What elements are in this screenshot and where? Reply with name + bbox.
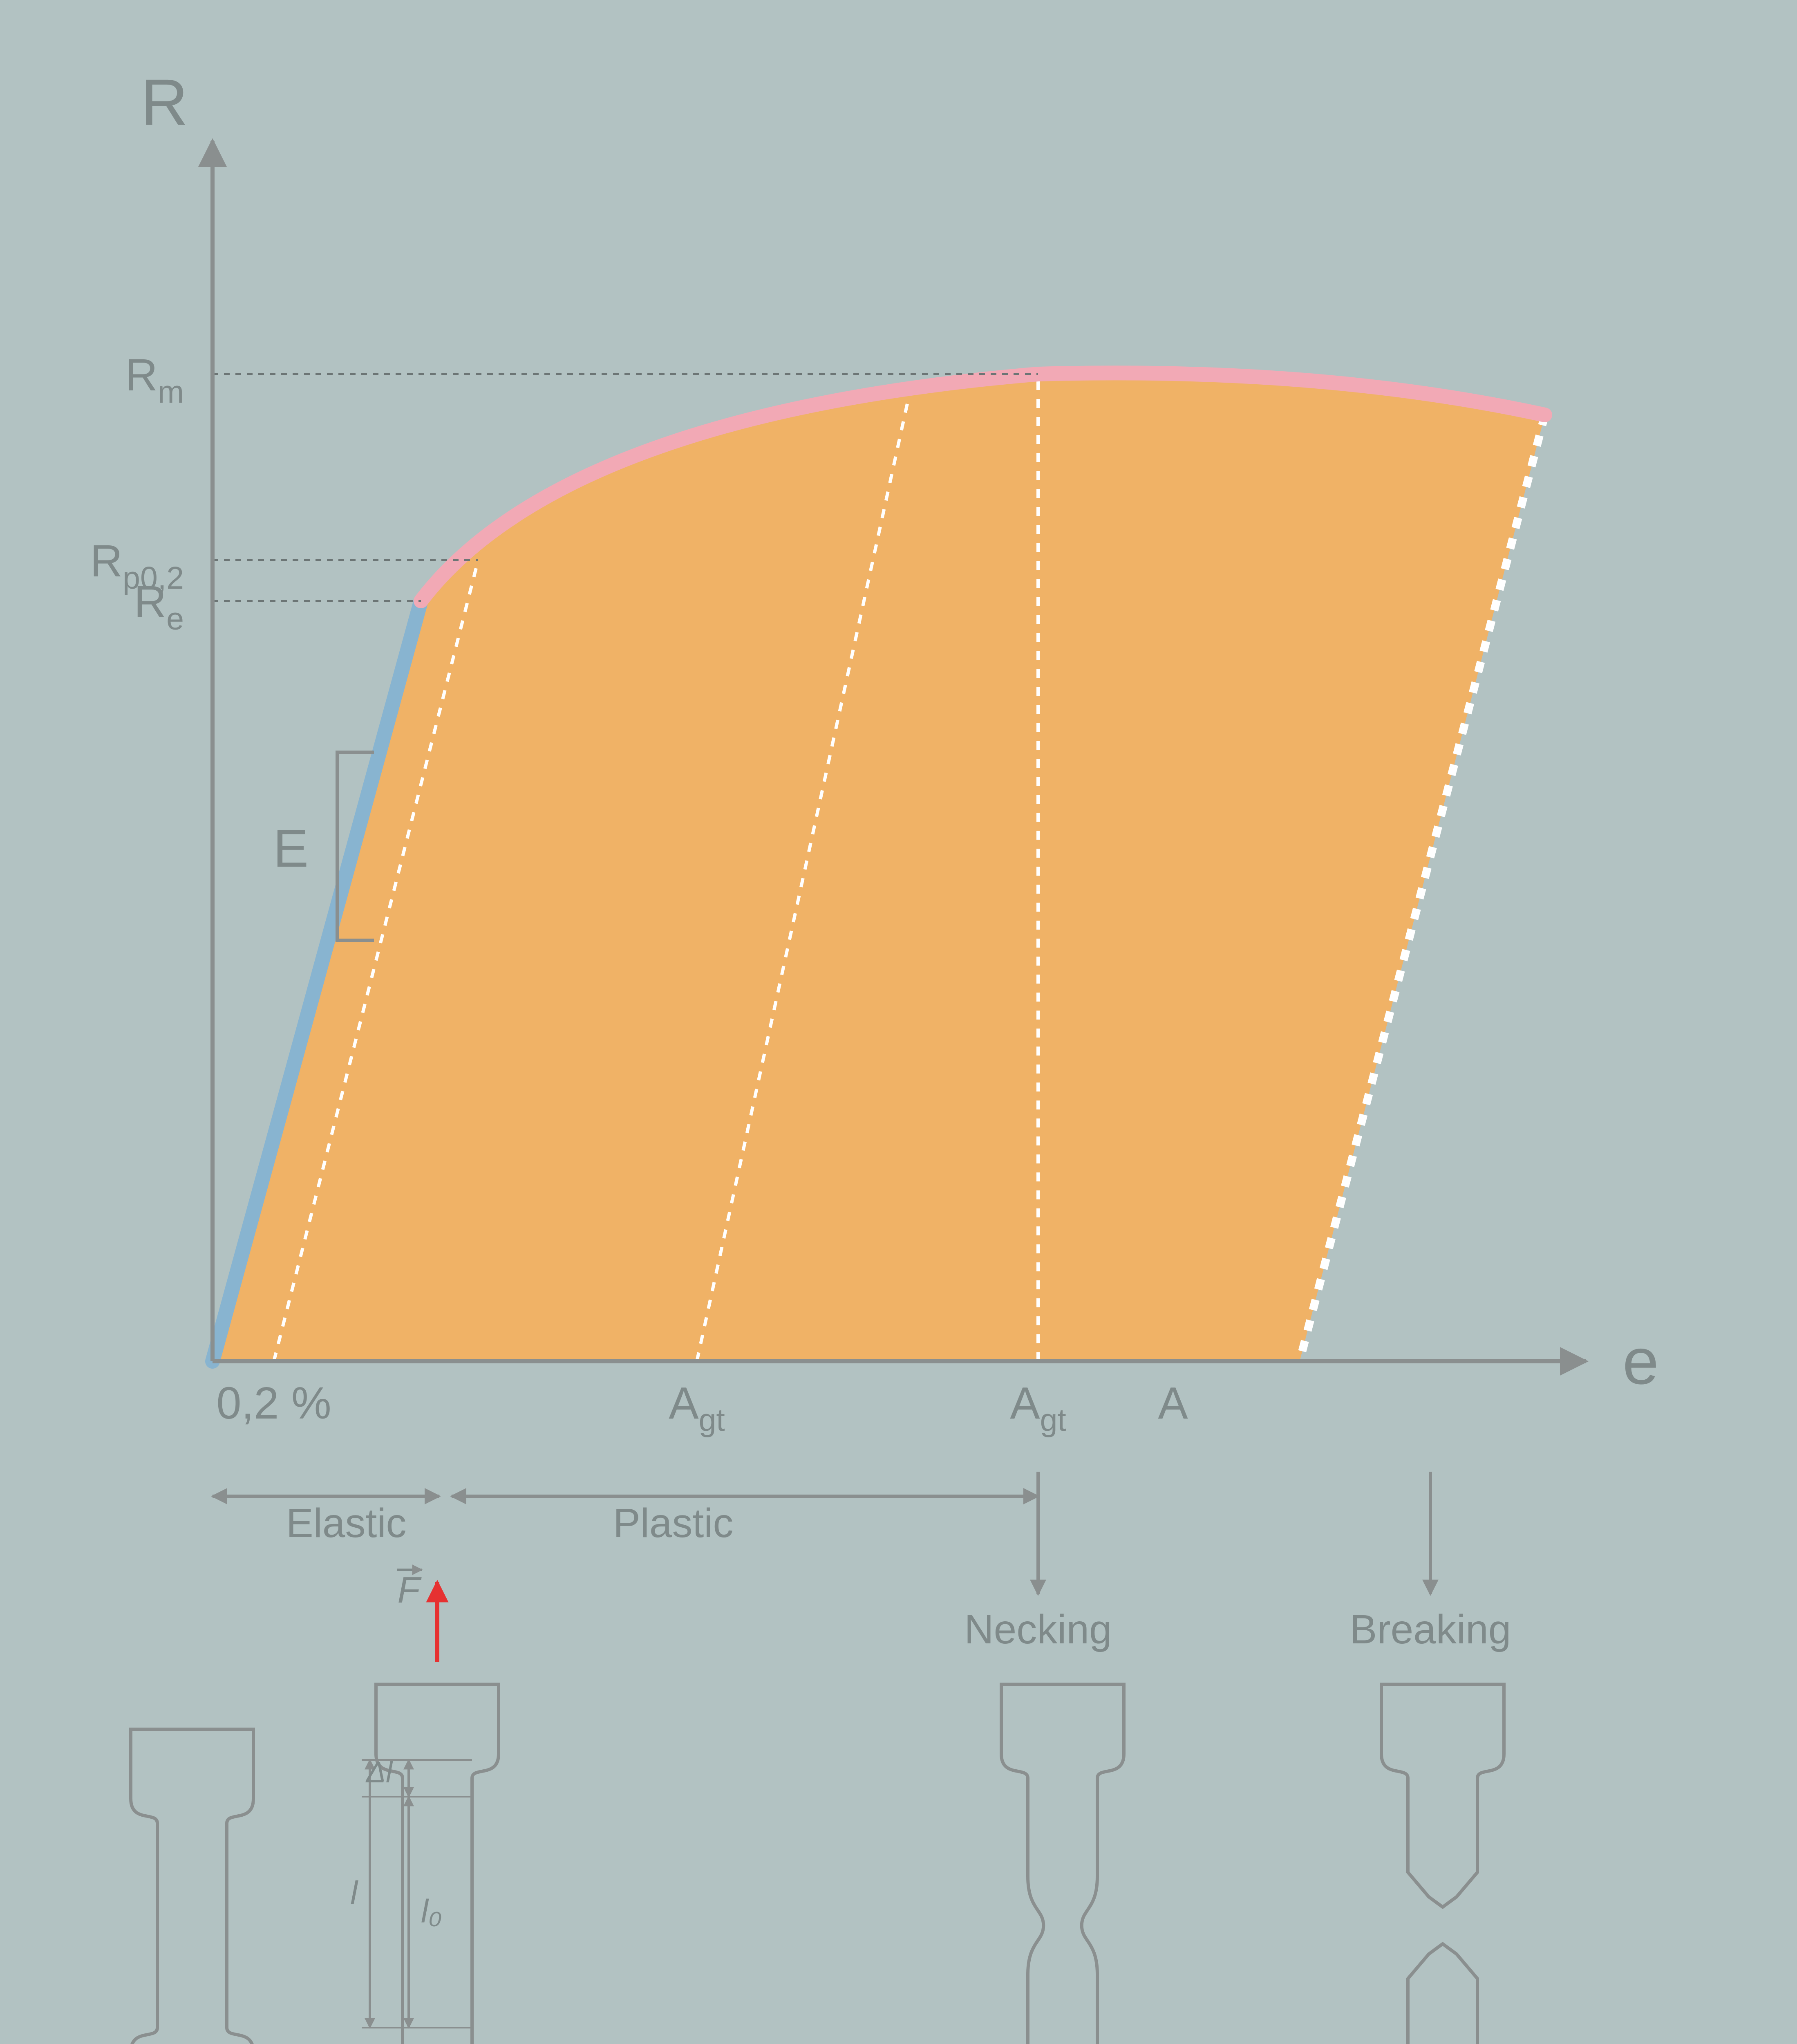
gauge-dl-label: Δl bbox=[365, 1756, 393, 1789]
elastic-label: Elastic bbox=[286, 1500, 407, 1546]
gauge-l0-label: l₀ bbox=[421, 1893, 442, 1930]
stage-label-1: Breaking bbox=[1350, 1607, 1511, 1652]
gauge-l-label: l bbox=[350, 1875, 358, 1911]
stage-label-0: Necking bbox=[964, 1607, 1112, 1652]
x-axis-label: e bbox=[1622, 1325, 1659, 1398]
plastic-label: Plastic bbox=[613, 1500, 734, 1546]
svg-text:F: F bbox=[398, 1570, 422, 1611]
force-label-top: F bbox=[397, 1570, 422, 1611]
y-axis-label: R bbox=[141, 65, 188, 139]
modulus-label: E bbox=[273, 818, 309, 878]
x-tick-p02: 0,2 % bbox=[216, 1378, 331, 1428]
x-tick-A: A bbox=[1158, 1378, 1188, 1428]
